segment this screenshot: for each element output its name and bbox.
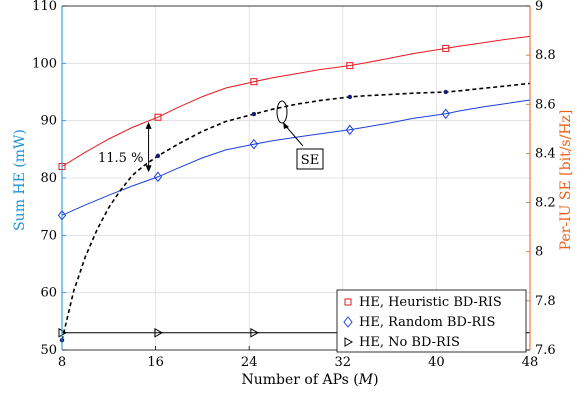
y-left-tick-label: 70	[40, 228, 57, 243]
x-tick-label: 32	[335, 355, 352, 370]
y-left-tick-label: 60	[40, 286, 57, 301]
diamond-marker	[345, 124, 354, 136]
x-tick-label: 48	[522, 355, 539, 370]
gap-arrow-head-up	[145, 121, 152, 129]
y-right-axis-label: Per-IU SE [bit/s/Hz]	[558, 110, 574, 251]
y-right-tick-label: 8.8	[535, 48, 556, 63]
y-left-tick-label: 90	[40, 114, 57, 129]
gap-label: 11.5 %	[98, 151, 143, 166]
legend: HE, Heuristic BD-RIS HE, Random BD-RIS H…	[336, 289, 527, 353]
y-left-axis-label: Sum HE (mW)	[12, 129, 28, 231]
diamond-marker	[153, 171, 163, 183]
y-left-tick-label: 100	[32, 56, 57, 71]
legend-item-random: HE, Random BD-RIS	[343, 315, 495, 330]
triangle-marker	[154, 327, 163, 338]
x-tick-label: 40	[428, 355, 445, 370]
y-left-tick-label: 80	[40, 171, 57, 186]
x-tick-label: 16	[147, 355, 164, 370]
y-left-tick-label: 110	[32, 0, 57, 14]
annotations: 11.5 % SE	[98, 100, 324, 173]
dot-marker	[251, 111, 257, 117]
x-tick-label: 24	[241, 355, 258, 370]
x-tick-labels: 8 16 24 32 40 48	[58, 355, 538, 370]
y-right-tick-label: 9	[535, 0, 543, 14]
legend-marker-diamond	[343, 316, 353, 328]
y-right-tick-label: 7.6	[535, 343, 556, 358]
y-right-tick-label: 8.6	[535, 97, 556, 112]
legend-item-none: HE, No BD-RIS	[344, 335, 460, 350]
square-marker	[250, 78, 258, 86]
se-label-box	[296, 148, 324, 170]
y-left-tick-labels: 50 60 70 80 90 100 110	[32, 0, 57, 358]
y-right-tick-label: 7.8	[535, 294, 556, 309]
legend-marker-square	[344, 298, 352, 306]
legend-label-random: HE, Random BD-RIS	[359, 315, 495, 330]
dot-marker	[443, 89, 448, 95]
diamond-marker	[441, 108, 450, 120]
legend-marker-triangle	[344, 337, 354, 347]
square-marker	[442, 44, 450, 52]
legend-label-heuristic: HE, Heuristic BD-RIS	[359, 295, 502, 310]
y-right-tick-labels: 7.6 7.8 8 8.2 8.4 8.6 8.8 9	[535, 0, 556, 358]
y-right-tick-label: 8	[535, 245, 543, 260]
gap-arrow-head-down	[145, 165, 152, 173]
legend-label-none: HE, No BD-RIS	[359, 335, 460, 350]
se-ellipse	[276, 100, 288, 124]
x-axis-label: Number of APs (M)	[241, 372, 378, 388]
triangle-marker	[250, 327, 259, 338]
se-pointer-head	[283, 122, 289, 129]
series-line	[61, 35, 531, 167]
square-marker	[346, 62, 354, 70]
y-left-tick-label: 50	[40, 343, 57, 358]
se-label: SE	[301, 153, 319, 168]
legend-item-heuristic: HE, Heuristic BD-RIS	[344, 295, 502, 310]
diamond-marker	[249, 138, 259, 150]
dot-marker	[347, 94, 353, 100]
legend-box	[336, 289, 527, 353]
y-right-tick-label: 8.4	[535, 146, 556, 161]
dot-marker	[155, 153, 161, 159]
square-marker	[154, 113, 162, 121]
x-tick-label: 8	[58, 355, 66, 370]
y-right-tick-label: 8.2	[535, 196, 556, 211]
